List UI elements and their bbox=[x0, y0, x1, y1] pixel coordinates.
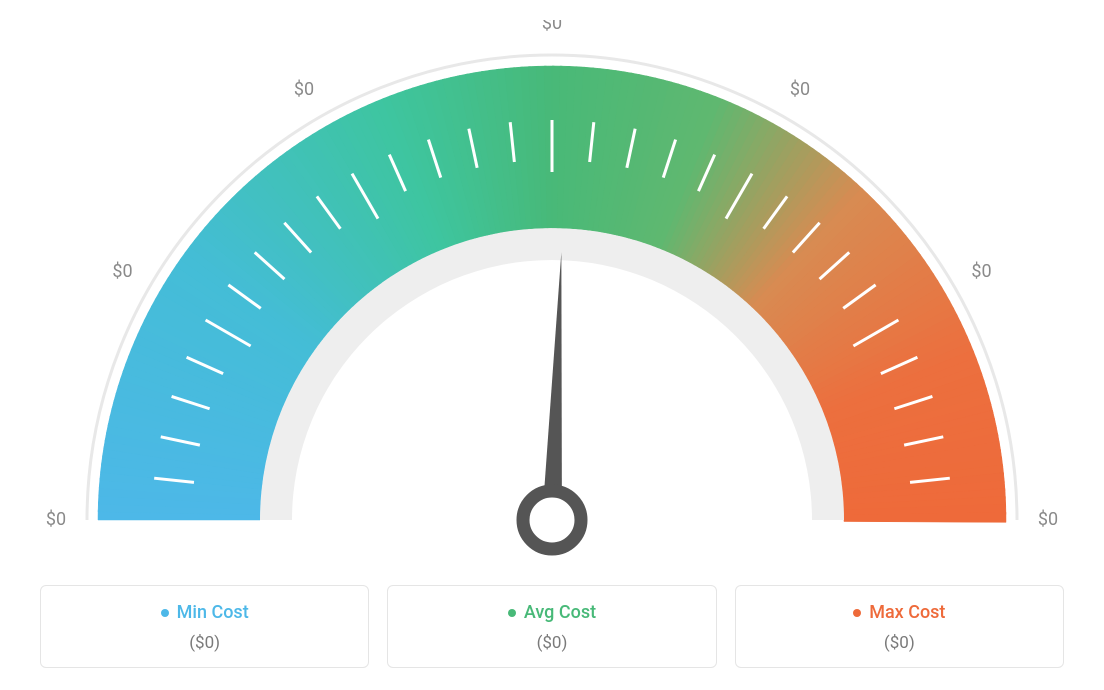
svg-text:$0: $0 bbox=[971, 261, 991, 282]
legend-label-min: Min Cost bbox=[177, 602, 249, 623]
svg-text:$0: $0 bbox=[790, 79, 810, 100]
legend-label-max: Max Cost bbox=[869, 602, 945, 623]
legend-dot-max bbox=[853, 609, 861, 617]
legend-title-min: Min Cost bbox=[161, 602, 249, 623]
legend-dot-min bbox=[161, 609, 169, 617]
legend-label-avg: Avg Cost bbox=[524, 602, 596, 623]
legend-title-max: Max Cost bbox=[853, 602, 945, 623]
svg-text:$0: $0 bbox=[1038, 509, 1058, 530]
svg-text:$0: $0 bbox=[294, 79, 314, 100]
legend-value-min: ($0) bbox=[51, 633, 358, 653]
legend-row: Min Cost ($0) Avg Cost ($0) Max Cost ($0… bbox=[40, 585, 1064, 669]
gauge-chart: $0 $0 $0 $0 $0 $0 $0 bbox=[0, 0, 1104, 560]
gauge-svg: $0 $0 $0 $0 $0 $0 $0 bbox=[32, 20, 1072, 580]
svg-text:$0: $0 bbox=[112, 261, 132, 282]
svg-text:$0: $0 bbox=[542, 20, 562, 34]
legend-title-avg: Avg Cost bbox=[508, 602, 596, 623]
legend-value-max: ($0) bbox=[746, 633, 1053, 653]
legend-card-min: Min Cost ($0) bbox=[40, 585, 369, 669]
legend-value-avg: ($0) bbox=[398, 633, 705, 653]
legend-card-avg: Avg Cost ($0) bbox=[387, 585, 716, 669]
legend-card-max: Max Cost ($0) bbox=[735, 585, 1064, 669]
legend-dot-avg bbox=[508, 609, 516, 617]
svg-text:$0: $0 bbox=[46, 509, 66, 530]
